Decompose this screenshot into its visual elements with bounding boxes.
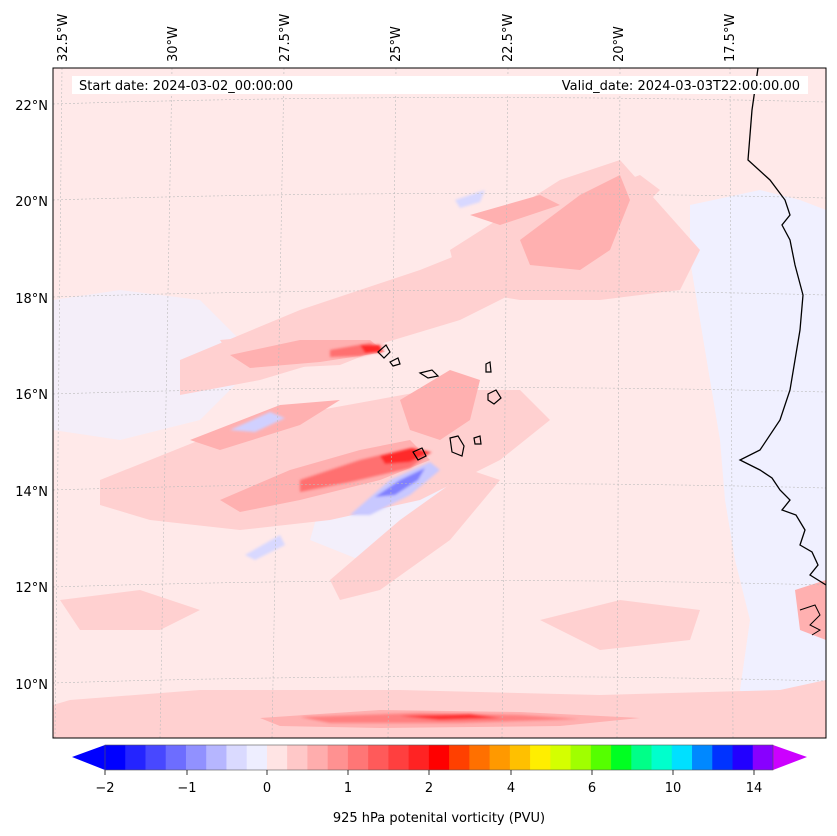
colorbar-segment (145, 745, 167, 770)
colorbar-segment (590, 745, 612, 770)
lon-label: 27.5°W (278, 14, 293, 62)
pv-contour-light-blue-west (53, 290, 260, 440)
latitude-labels: 22°N 20°N 18°N 16°N 14°N 12°N 10°N (15, 99, 48, 693)
sao-nicolau-island (418, 369, 440, 379)
lat-label: 16°N (15, 388, 48, 403)
colorbar-segments (105, 745, 774, 770)
lon-label: 32.5°W (56, 14, 71, 62)
lon-label: 17.5°W (723, 14, 738, 62)
colorbar-segment (165, 745, 187, 770)
colorbar-segment (449, 745, 470, 770)
lon-label: 25°W (389, 26, 404, 62)
colorbar-segment (408, 745, 430, 770)
map-frame (52, 67, 827, 739)
colorbar-segment (327, 745, 349, 770)
lon-label: 30°W (166, 26, 181, 62)
colorbar-segment (206, 745, 227, 770)
colorbar-segment (368, 745, 389, 770)
colorbar-extend-low (72, 745, 105, 770)
colorbar-segment (651, 745, 673, 770)
colorbar-tick-label: 4 (507, 781, 515, 796)
cape-verde-islands (377, 344, 502, 461)
colorbar-segment (226, 745, 248, 770)
lat-label: 14°N (15, 485, 48, 500)
lat-label: 22°N (15, 99, 48, 114)
africa-coastline (738, 68, 826, 586)
santiago-island (449, 435, 465, 457)
colorbar-label: 925 hPa potenital vorticity (PVU) (333, 811, 545, 826)
lat-label: 18°N (15, 292, 48, 307)
colorbar-segment (752, 745, 774, 770)
colorbar-extend-high (773, 745, 807, 770)
colorbar-frame (104, 744, 774, 771)
colorbar-segment (125, 745, 146, 770)
colorbar-segment (732, 745, 754, 770)
colorbar-segment (550, 745, 571, 770)
colorbar-segment (611, 745, 632, 770)
longitude-labels: 32.5°W 30°W 27.5°W 25°W 22.5°W 20°W 17.5… (56, 14, 738, 62)
colorbar-tick-label: 2 (425, 781, 433, 796)
fogo-island (412, 447, 427, 461)
colorbar-tick-label: −1 (177, 781, 196, 796)
lon-label: 20°W (612, 26, 627, 62)
boa-vista-island (487, 389, 502, 405)
header-strip (72, 76, 808, 94)
colorbar-segment (185, 745, 207, 770)
lon-label: 22.5°W (501, 14, 516, 62)
colorbar-ticks (104, 770, 755, 775)
lat-label: 20°N (15, 195, 48, 210)
valid-date: Valid_date: 2024-03-03T22:00:00.00 (562, 79, 800, 94)
colorbar-tick-label: 0 (263, 781, 271, 796)
colorbar-segment (671, 745, 693, 770)
colorbar-segment (530, 745, 551, 770)
colorbar-tick-labels: −2 −1 0 1 2 4 6 10 14 (95, 781, 762, 796)
colorbar-segment (105, 745, 126, 770)
colorbar-segment (307, 745, 329, 770)
colorbar-segment (246, 745, 268, 770)
lat-label: 12°N (15, 581, 48, 596)
colorbar-tick-label: 1 (344, 781, 352, 796)
colorbar-segment (266, 745, 288, 770)
colorbar-segment (712, 745, 733, 770)
colorbar-tick-label: −2 (95, 781, 114, 796)
pv-field (53, 68, 826, 738)
pv-contour-light-blue-east (690, 190, 826, 738)
colorbar-segment (428, 745, 450, 770)
colorbar-segment (509, 745, 531, 770)
pv-level-negative (230, 190, 485, 560)
maio-island (473, 435, 482, 445)
lat-label: 10°N (15, 678, 48, 693)
guinea-bissau-coast (799, 604, 822, 636)
colorbar-segment (631, 745, 652, 770)
colorbar-segment (489, 745, 511, 770)
colorbar-segment (469, 745, 490, 770)
colorbar-segment (570, 745, 592, 770)
colorbar-segment (287, 745, 308, 770)
sao-vicente-island (389, 357, 401, 367)
map-panel: Start date: 2024-03-02_00:00:00 Valid_da… (15, 14, 827, 739)
pv-level-high (300, 343, 580, 723)
colorbar-tick-label: 10 (665, 781, 682, 796)
santo-antao-island (377, 344, 391, 359)
colorbar-segment (347, 745, 369, 770)
colorbar: −2 −1 0 1 2 4 6 10 14 925 hPa potenital … (72, 744, 807, 826)
colorbar-tick-label: 14 (746, 781, 763, 796)
colorbar-segment (388, 745, 410, 770)
start-date: Start date: 2024-03-02_00:00:00 (79, 79, 293, 94)
colorbar-segment (692, 745, 713, 770)
sal-island (485, 361, 492, 373)
colorbar-tick-label: 6 (588, 781, 596, 796)
